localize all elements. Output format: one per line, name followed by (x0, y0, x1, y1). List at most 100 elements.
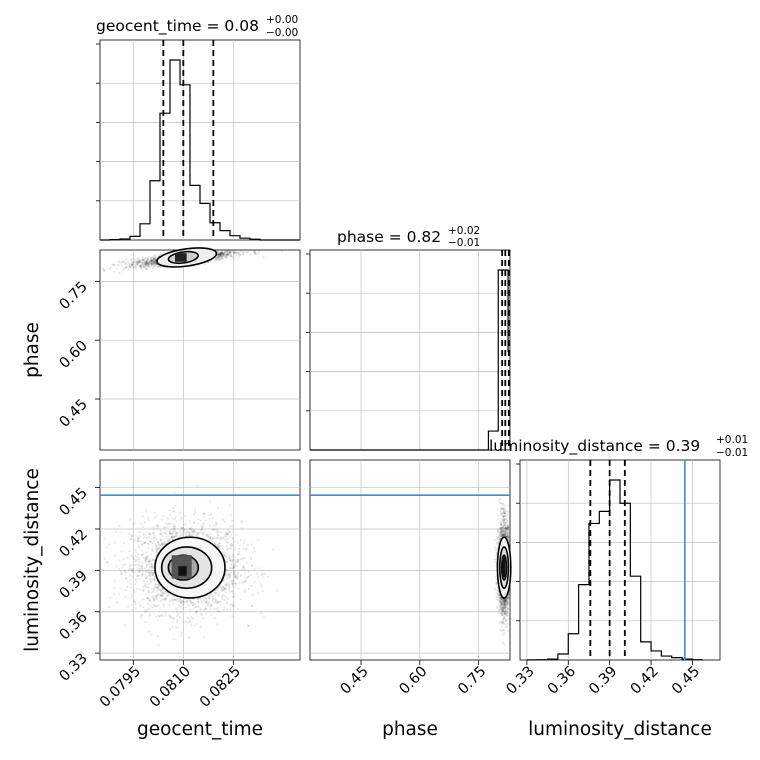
sample-point (176, 613, 179, 616)
sample-point (132, 589, 135, 592)
sample-point (236, 575, 239, 579)
sample-point (228, 251, 231, 254)
sample-point (242, 252, 245, 255)
sample-point (157, 614, 160, 617)
sample-point (130, 594, 134, 597)
sample-point (253, 580, 256, 583)
sample-point (152, 259, 155, 262)
sample-point (174, 525, 177, 528)
sample-point (135, 266, 138, 269)
sample-point (182, 607, 185, 610)
sample-point (149, 258, 152, 261)
sample-point (154, 257, 157, 260)
sample-point (136, 258, 140, 261)
sample-point (148, 563, 151, 566)
sample-point (141, 263, 144, 266)
sample-point (150, 260, 153, 263)
sample-point (218, 255, 221, 258)
sample-point (150, 567, 153, 570)
sample-point (217, 255, 221, 258)
panel-frame (309, 249, 511, 451)
sample-point (130, 258, 133, 262)
sample-point (142, 598, 145, 601)
sample-point (153, 261, 156, 264)
sample-point (231, 255, 234, 258)
sample-point (223, 251, 226, 254)
sample-point (131, 263, 134, 266)
sample-point (214, 259, 217, 262)
sample-point (147, 547, 150, 550)
sample-point (124, 266, 127, 269)
sample-point (150, 261, 153, 264)
sample-point (184, 522, 187, 525)
sample-point (186, 530, 189, 533)
sample-point (221, 252, 224, 255)
sample-point (142, 536, 145, 539)
sample-point (168, 628, 172, 631)
sample-point (204, 607, 207, 611)
sample-point (226, 252, 229, 255)
sample-point (216, 254, 219, 257)
sample-point (155, 595, 158, 598)
sample-point (180, 516, 183, 520)
sample-point (143, 262, 146, 265)
sample-point (237, 547, 240, 551)
sample-point (186, 600, 189, 603)
sample-point (138, 259, 141, 263)
sample-point (253, 549, 257, 553)
sample-point (142, 264, 145, 267)
sample-point (141, 561, 144, 565)
sample-point (230, 567, 233, 570)
sample-point (170, 535, 173, 539)
sample-point (184, 515, 187, 518)
sample-point (193, 624, 196, 627)
sample-point (147, 261, 150, 264)
sample-point (175, 607, 178, 610)
sample-point (153, 255, 156, 258)
sample-point (156, 265, 159, 268)
sample-point (126, 585, 129, 588)
sample-point (211, 516, 214, 519)
sample-point (151, 267, 154, 270)
sample-point (157, 585, 160, 588)
sample-point (260, 585, 263, 588)
sample-point (236, 251, 239, 254)
sample-point (233, 251, 236, 254)
sample-point (171, 626, 174, 629)
density-cell (178, 566, 187, 576)
sample-point (115, 565, 118, 568)
sample-point (138, 560, 141, 563)
sample-point (147, 257, 150, 260)
sample-point (135, 260, 139, 263)
sample-point (150, 261, 153, 264)
sample-point (163, 526, 166, 530)
sample-point (102, 269, 105, 272)
sample-point (226, 532, 229, 535)
sample-point (230, 514, 233, 517)
sample-point (132, 556, 135, 560)
sample-point (153, 262, 156, 265)
sample-point (153, 577, 156, 580)
sample-point (154, 257, 157, 260)
sample-point (189, 619, 192, 622)
sample-point (124, 595, 127, 598)
sample-point (193, 603, 196, 606)
sample-point (226, 608, 229, 611)
sample-point (113, 270, 116, 273)
sample-point (103, 557, 106, 560)
sample-point (130, 261, 134, 264)
sample-point (139, 264, 142, 268)
sample-point (136, 261, 139, 264)
sample-point (145, 262, 148, 265)
sample-point (147, 543, 150, 546)
sample-point (150, 263, 153, 266)
sample-point (220, 253, 223, 256)
sample-point (222, 252, 225, 255)
sample-point (155, 586, 158, 589)
sample-point (179, 616, 182, 619)
sample-point (148, 261, 151, 264)
sample-point (151, 259, 154, 263)
sample-point (126, 580, 129, 583)
sample-point (153, 588, 156, 591)
sample-point (136, 563, 139, 566)
